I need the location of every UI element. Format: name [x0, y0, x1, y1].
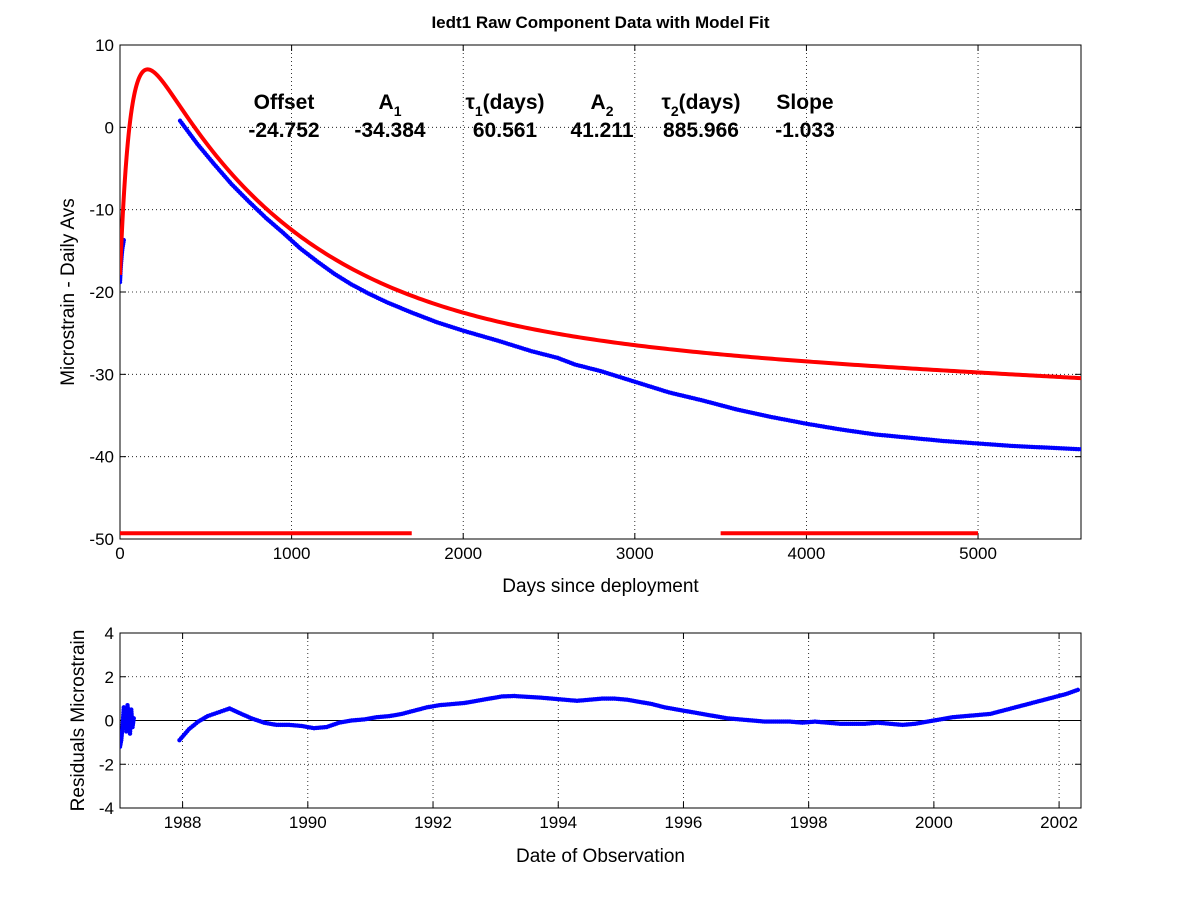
y-tick-label: -2 [99, 755, 114, 774]
parameter-value: -1.033 [775, 119, 835, 142]
y-axis-label: Microstrain - Daily Avs [58, 198, 79, 386]
top-x-tick-labels: 0 1000 2000 3000 4000 5000 [115, 544, 997, 563]
parameter-value: 60.561 [473, 119, 538, 142]
y-tick-label: -20 [89, 283, 114, 302]
top-y-tick-labels: 10 0 -10 -20 -30 -40 -50 [89, 36, 114, 549]
x-tick-label: 2000 [444, 544, 482, 563]
residual-data-point [131, 716, 136, 721]
x-axis-label: Days since deployment [502, 576, 699, 597]
top-grid [119, 44, 1081, 540]
parameter-value: 885.966 [663, 119, 739, 142]
y-tick-label: -50 [89, 530, 114, 549]
x-tick-label: 4000 [788, 544, 826, 563]
parameter-header: τ1(days) [465, 91, 544, 119]
y-tick-label: 10 [95, 36, 114, 55]
y-tick-label: -40 [89, 448, 114, 467]
y-tick-label: -10 [89, 201, 114, 220]
parameter-header: A1 [379, 91, 402, 119]
y-tick-label: 4 [105, 624, 114, 643]
y-tick-label: -4 [99, 799, 114, 818]
fit-parameter-table: Offset A1 τ1(days) A2 τ2(days) Slope -24.752 -3… [248, 91, 834, 142]
parameter-header: τ2(days) [661, 91, 740, 119]
residual-y-axis-label: Residuals Microstrain [68, 630, 89, 812]
y-tick-label: 0 [105, 118, 114, 137]
x-tick-label: 3000 [616, 544, 654, 563]
residual-x-axis-label: Date of Observation [516, 846, 685, 867]
x-tick-label: 1998 [790, 813, 828, 832]
x-tick-label: 1994 [539, 813, 577, 832]
chart-title: Iedt1 Raw Component Data with Model Fit [431, 13, 769, 32]
x-tick-label: 2000 [915, 813, 953, 832]
x-tick-label: 1000 [273, 544, 311, 563]
x-tick-label: 2002 [1040, 813, 1078, 832]
y-tick-label: -30 [89, 365, 114, 384]
y-tick-label: 2 [105, 668, 114, 687]
x-tick-label: 1988 [164, 813, 202, 832]
x-tick-label: 5000 [959, 544, 997, 563]
parameter-header: Slope [776, 91, 833, 114]
y-tick-label: 0 [105, 712, 114, 731]
x-tick-label: 1990 [289, 813, 327, 832]
parameter-value: -24.752 [248, 119, 319, 142]
bottom-plot-area [120, 687, 1081, 749]
parameter-header: Offset [254, 91, 315, 114]
residuals-axes: 1988 1990 1992 1994 1996 1998 2000 2002 4 2 0 -2 -4… [68, 624, 1082, 867]
observed-data-point [1078, 447, 1081, 452]
model-fit-axes: 0 1000 2000 3000 4000 5000 10 0 -10 -20 -30 -40 -50… [58, 13, 1082, 597]
x-tick-label: 1996 [665, 813, 703, 832]
bottom-y-tick-labels: 4 2 0 -2 -4 [99, 624, 114, 818]
bottom-x-tick-labels: 1988 1990 1992 1994 1996 1998 2000 2002 [164, 813, 1078, 832]
residual-data-point [1075, 687, 1081, 693]
parameter-header: A2 [591, 91, 614, 119]
x-tick-label: 1992 [414, 813, 452, 832]
parameter-value: 41.211 [570, 119, 633, 142]
parameter-value: -34.384 [354, 119, 426, 142]
model-fit-curve [120, 67, 1081, 381]
x-tick-label: 0 [115, 544, 124, 563]
top-plot-area [120, 67, 1081, 536]
